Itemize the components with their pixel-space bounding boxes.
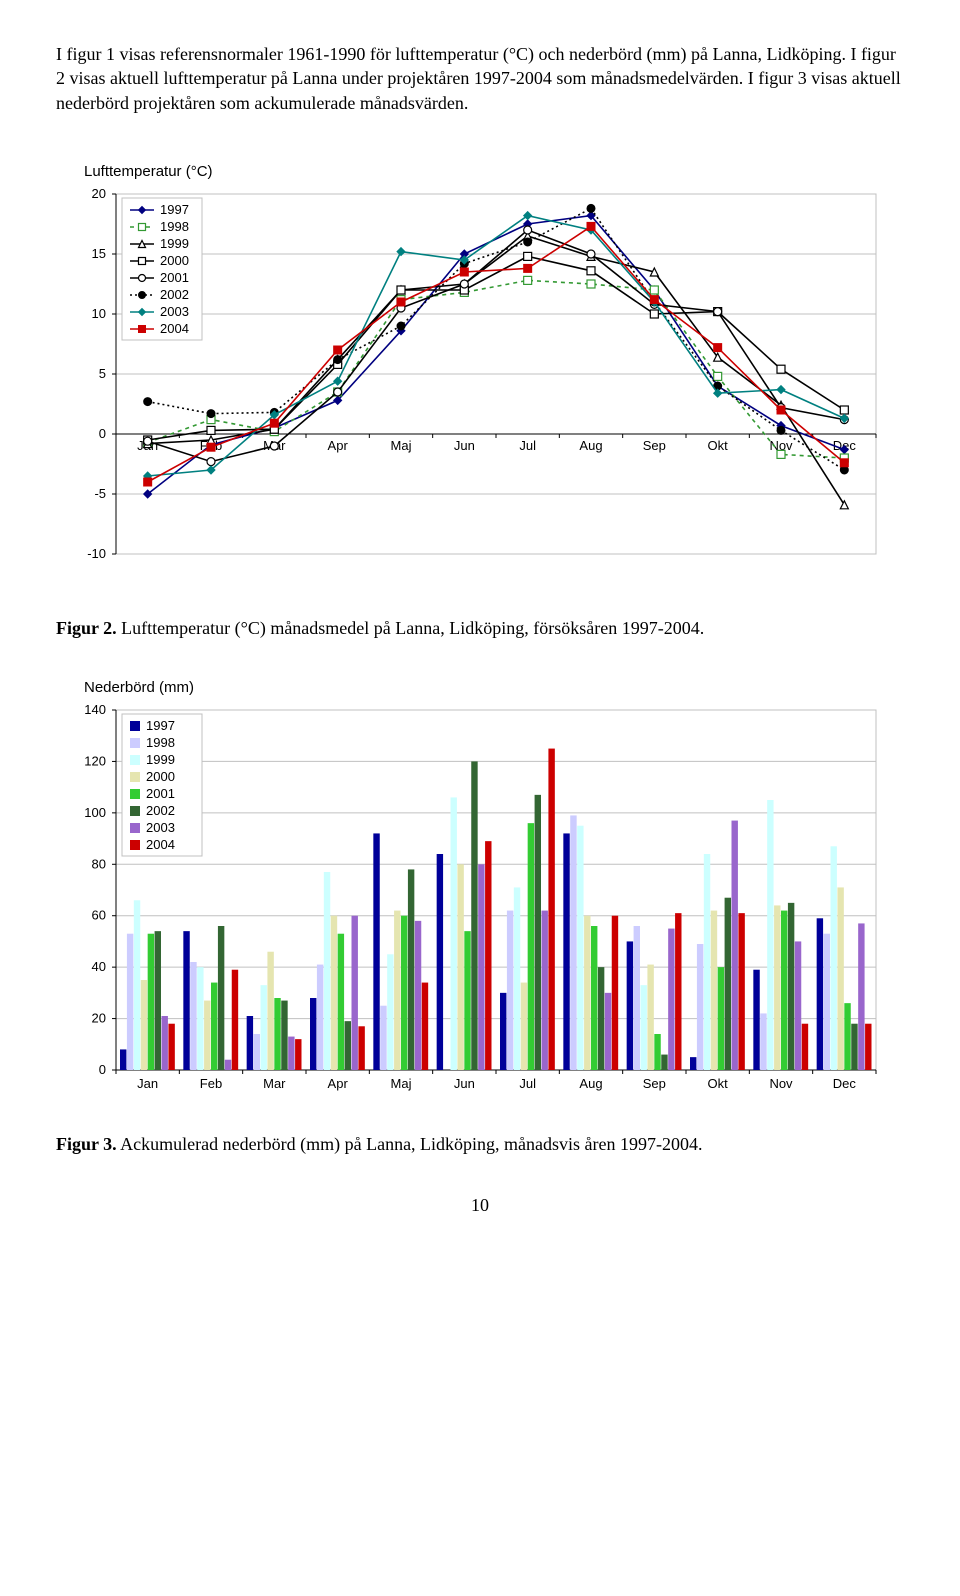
svg-text:-5: -5 [94,486,106,501]
svg-text:2002: 2002 [146,803,175,818]
svg-text:80: 80 [92,856,106,871]
svg-text:Sep: Sep [643,438,666,453]
svg-text:40: 40 [92,959,106,974]
svg-text:Feb: Feb [200,1076,222,1091]
intro-paragraph: I figur 1 visas referensnormaler 1961-19… [56,42,904,115]
figure3-caption-text: Ackumulerad nederbörd (mm) på Lanna, Lid… [117,1134,703,1154]
svg-text:Maj: Maj [391,1076,412,1091]
svg-text:1998: 1998 [146,735,175,750]
svg-text:2003: 2003 [160,304,189,319]
svg-text:2002: 2002 [160,287,189,302]
precipitation-chart-title: Nederbörd (mm) [84,679,904,696]
svg-text:2001: 2001 [146,786,175,801]
svg-text:Okt: Okt [708,438,729,453]
svg-text:Nov: Nov [769,1076,793,1091]
svg-text:60: 60 [92,908,106,923]
svg-text:20: 20 [92,186,106,201]
svg-text:1997: 1997 [146,718,175,733]
svg-text:Jul: Jul [519,1076,536,1091]
figure3-caption-bold: Figur 3. [56,1134,117,1154]
svg-text:0: 0 [99,1062,106,1077]
svg-text:Aug: Aug [579,1076,602,1091]
svg-text:Jul: Jul [519,438,536,453]
svg-text:2000: 2000 [146,769,175,784]
figure2-caption-bold: Figur 2. [56,618,117,638]
svg-text:1999: 1999 [146,752,175,767]
svg-text:10: 10 [92,306,106,321]
svg-text:Jan: Jan [137,1076,158,1091]
svg-text:100: 100 [84,805,106,820]
figure3-caption: Figur 3. Ackumulerad nederbörd (mm) på L… [56,1134,904,1155]
svg-text:Okt: Okt [708,1076,729,1091]
svg-text:2000: 2000 [160,253,189,268]
svg-text:Jun: Jun [454,438,475,453]
svg-text:Sep: Sep [643,1076,666,1091]
svg-text:120: 120 [84,753,106,768]
svg-text:Apr: Apr [328,1076,349,1091]
figure2-caption: Figur 2. Lufttemperatur (°C) månadsmedel… [56,618,904,639]
temperature-chart-title: Lufttemperatur (°C) [84,163,904,180]
svg-text:2001: 2001 [160,270,189,285]
svg-text:Mar: Mar [263,1076,286,1091]
svg-text:1997: 1997 [160,202,189,217]
svg-text:140: 140 [84,702,106,717]
svg-text:20: 20 [92,1010,106,1025]
temperature-chart: Lufttemperatur (°C) -10-505101520JanFebM… [56,163,904,594]
svg-text:0: 0 [99,426,106,441]
svg-text:2004: 2004 [146,837,175,852]
svg-text:5: 5 [99,366,106,381]
svg-text:2003: 2003 [146,820,175,835]
precipitation-chart: Nederbörd (mm) 0 20 40 60 80 100 120 140 Jan Feb M… [56,679,904,1110]
figure2-caption-text: Lufttemperatur (°C) månadsmedel på Lanna… [117,618,705,638]
svg-text:15: 15 [92,246,106,261]
temperature-chart-svg: -10-505101520JanFebMarAprMajJunJulAugSep… [56,184,904,594]
svg-text:1998: 1998 [160,219,189,234]
precipitation-chart-svg: 0 20 40 60 80 100 120 140 Jan Feb Mar Apr Maj Jun Jul A… [56,700,904,1110]
svg-text:-10: -10 [87,546,106,561]
svg-text:Jun: Jun [454,1076,475,1091]
page-number: 10 [56,1195,904,1216]
svg-text:2004: 2004 [160,321,189,336]
svg-text:Aug: Aug [579,438,602,453]
svg-text:1999: 1999 [160,236,189,251]
svg-text:Apr: Apr [328,438,349,453]
svg-text:Dec: Dec [833,1076,857,1091]
svg-text:Maj: Maj [391,438,412,453]
